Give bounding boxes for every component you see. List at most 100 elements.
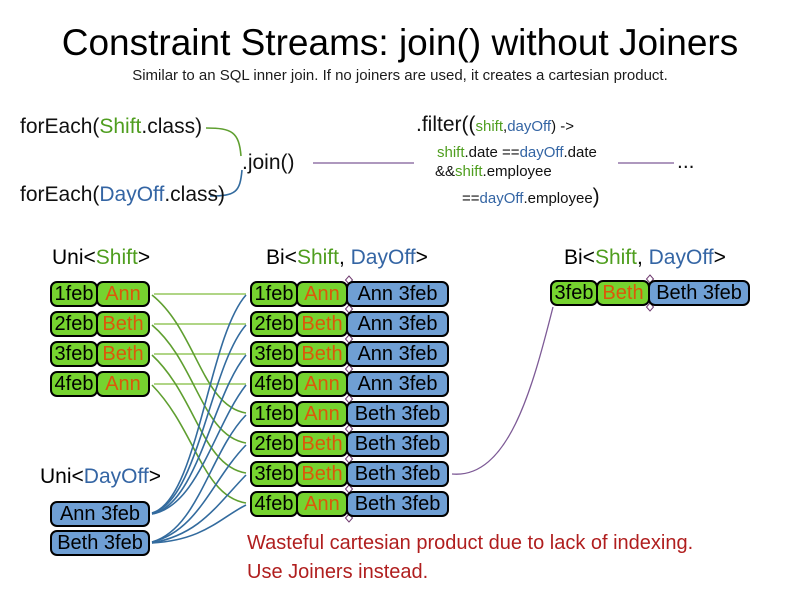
connector-shift1-pair5 (151, 294, 247, 414)
slide-title: Constraint Streams: join() without Joine… (61, 22, 739, 63)
code-foreach-dayoff: forEach(DayOff.class) (20, 183, 225, 207)
label-text: Uni< (52, 246, 96, 269)
dayoff-type-token: DayOff (350, 246, 416, 269)
code-text: .class) (164, 183, 226, 206)
code-text: .employee (482, 163, 552, 180)
code-text: , (503, 118, 508, 135)
connector-beth-pair5 (151, 414, 247, 543)
shift-type-token: Shift (594, 246, 637, 269)
code-filter-line4: == dayOff .employee) (462, 185, 600, 209)
label-uni-dayoff: Uni<DayOff> (40, 465, 161, 489)
connector-beth-pair7 (151, 474, 247, 544)
shift-date-cell: 3feb (550, 280, 598, 306)
label-text: Uni< (40, 465, 84, 488)
label-text: , (338, 246, 351, 269)
label-text: Bi< (564, 246, 595, 269)
label-text: Bi< (266, 246, 297, 269)
shift-date-cell: 1feb (50, 281, 98, 307)
connector-shift4-pair8 (151, 384, 247, 504)
shift-date-cell: 4feb (250, 371, 298, 397)
label-text: > (415, 246, 428, 269)
dayoff-row: Ann 3feb (50, 501, 150, 527)
dayoff-cell: Beth 3feb (648, 280, 750, 306)
shift-name-cell: Beth (96, 341, 150, 367)
shift-arg-token: shift (455, 163, 483, 180)
connector-beth-pair8 (151, 504, 247, 544)
dayoff-cell: Ann 3feb (346, 371, 449, 397)
code-text: == (462, 190, 480, 207)
connector-pair7-result (451, 306, 554, 475)
shift-name-cell: Beth (96, 311, 150, 337)
dayoff-arg-token: dayOff (507, 118, 552, 135)
shift-date-cell: 4feb (50, 371, 98, 397)
code-foreach-shift: forEach(Shift.class) (20, 115, 202, 139)
pair-row: 4feb Ann Ann 3feb (250, 371, 449, 397)
shift-date-cell: 3feb (50, 341, 98, 367)
dayoff-arg-token: dayOff (519, 144, 564, 161)
shift-name-cell: Ann (296, 491, 348, 517)
connector-shift3-pair7 (151, 354, 247, 474)
dayoff-class-token: DayOff (99, 183, 165, 206)
code-text: .employee (523, 190, 593, 207)
dayoff-cell: Beth 3feb (346, 431, 449, 457)
shift-date-cell: 3feb (250, 461, 298, 487)
shift-type-token: Shift (296, 246, 339, 269)
shift-name-cell: Ann (96, 281, 150, 307)
shift-date-cell: 2feb (50, 311, 98, 337)
shift-type-token: Shift (95, 246, 138, 269)
shift-date-cell: 4feb (250, 491, 298, 517)
pair-row: 1feb Ann Beth 3feb (250, 401, 449, 427)
dayoff-type-token: DayOff (83, 465, 149, 488)
pair-row: 3feb Beth Ann 3feb (250, 341, 449, 367)
dayoff-cell: Beth 3feb (346, 401, 449, 427)
dayoff-cell: Ann 3feb (346, 341, 449, 367)
connector-beth-pair6 (151, 444, 247, 543)
shift-name-cell: Beth (296, 461, 348, 487)
connector-ann-pair3 (151, 354, 247, 515)
connector-ann-pair2 (151, 324, 247, 514)
brace-shift-to-join (205, 127, 242, 157)
dayoff-cell: Beth 3feb (346, 491, 449, 517)
shift-row: 4feb Ann (50, 371, 150, 397)
dayoff-cell: Beth 3feb (50, 530, 150, 556)
shift-name-cell: Ann (296, 371, 348, 397)
shift-name-cell: Beth (296, 431, 348, 457)
connector-ann-pair1 (151, 294, 247, 514)
code-filter-line3: && shift .employee (435, 163, 552, 180)
dayoff-row: Beth 3feb (50, 530, 150, 556)
pair-row: 4feb Ann Beth 3feb (250, 491, 449, 517)
shift-arg-token: shift (475, 118, 504, 135)
code-filter-line1: .filter((shift, dayOff) -> (416, 113, 574, 137)
code-text: .date == (464, 144, 520, 161)
pair-row: 2feb Beth Beth 3feb (250, 431, 449, 457)
dayoff-cell: Ann 3feb (50, 501, 150, 527)
warning-note: Wasteful cartesian product due to lack o… (247, 529, 693, 587)
shift-row: 3feb Beth (50, 341, 150, 367)
dayoff-arg-token: dayOff (479, 190, 524, 207)
shift-date-cell: 1feb (250, 281, 298, 307)
warning-note-line2: Use Joiners instead. (247, 561, 429, 583)
warning-note-line1: Wasteful cartesian product due to lack o… (247, 532, 694, 554)
label-bi-middle: Bi<Shift, DayOff> (266, 246, 428, 270)
pair-row: 2feb Beth Ann 3feb (250, 311, 449, 337)
dayoff-cell: Ann 3feb (346, 281, 449, 307)
shift-row: 1feb Ann (50, 281, 150, 307)
code-text: ) -> (551, 118, 575, 135)
shift-date-cell: 1feb (250, 401, 298, 427)
code-text: && (435, 163, 456, 180)
code-text: .filter(( (416, 113, 476, 136)
shift-name-cell: Ann (296, 281, 348, 307)
code-ellipsis: ... (677, 150, 695, 173)
shift-date-cell: 2feb (250, 431, 298, 457)
code-text: .class) (141, 115, 203, 138)
label-uni-shift: Uni<Shift> (52, 246, 150, 270)
shift-name-cell: Ann (96, 371, 150, 397)
dayoff-cell: Ann 3feb (346, 311, 449, 337)
dayoff-cell: Beth 3feb (346, 461, 449, 487)
label-text: , (636, 246, 649, 269)
label-text: > (148, 465, 162, 488)
label-text: > (713, 246, 726, 269)
shift-name-cell: Ann (296, 401, 348, 427)
code-join: .join() (242, 151, 295, 174)
